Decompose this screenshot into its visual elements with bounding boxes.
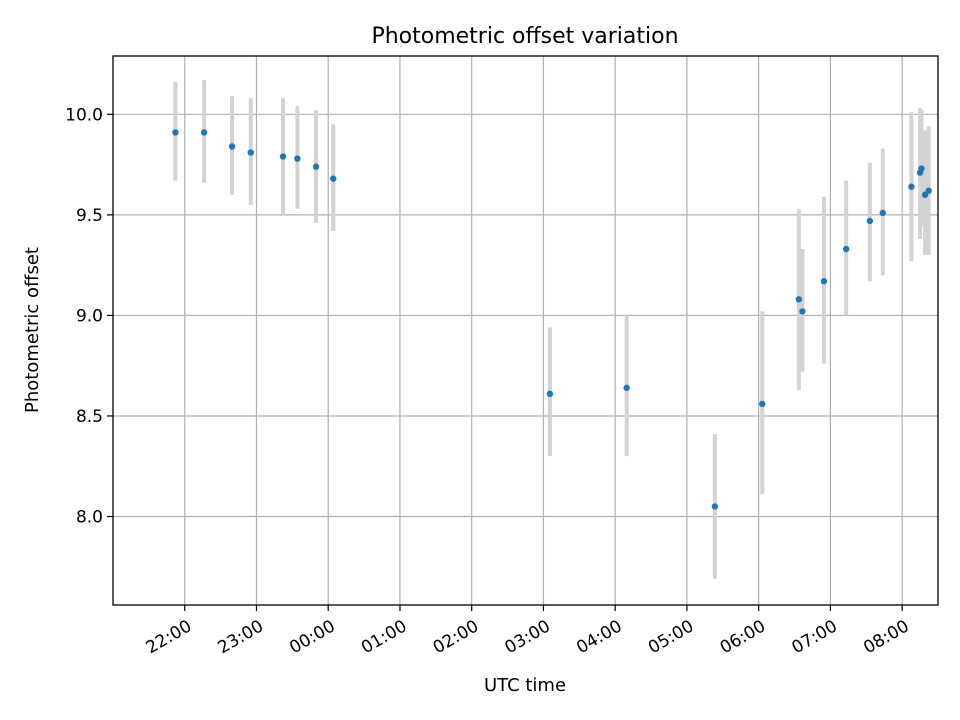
data-point bbox=[820, 278, 828, 285]
x-tick-label: 05:00 bbox=[645, 616, 697, 658]
x-tick-label: 01:00 bbox=[358, 616, 410, 658]
data-point bbox=[866, 217, 874, 225]
data-point bbox=[918, 165, 925, 172]
data-point bbox=[200, 129, 208, 136]
data-point bbox=[799, 308, 806, 315]
x-tick-label: 00:00 bbox=[286, 616, 338, 658]
data-point bbox=[546, 390, 554, 398]
data-point bbox=[623, 384, 630, 392]
data-point bbox=[711, 503, 719, 510]
data-point bbox=[925, 187, 932, 194]
data-points bbox=[172, 129, 932, 510]
data-point bbox=[312, 163, 320, 170]
y-tick-label: 9.0 bbox=[76, 306, 103, 326]
data-point bbox=[842, 245, 850, 253]
y-tick-label: 10.0 bbox=[65, 105, 103, 125]
data-point bbox=[294, 155, 301, 162]
grid bbox=[113, 56, 938, 605]
data-point bbox=[908, 183, 915, 190]
data-point bbox=[759, 400, 766, 408]
x-tick-label: 03:00 bbox=[501, 616, 553, 658]
data-point bbox=[172, 129, 179, 136]
x-axis-ticks: 22:00 23:00 00:00 01:00 02:00 03:00 04:00 05:00… bbox=[143, 605, 913, 658]
x-tick-label: 23:00 bbox=[215, 616, 267, 658]
x-tick-label: 07:00 bbox=[788, 616, 840, 658]
data-point bbox=[247, 149, 254, 156]
data-point bbox=[795, 296, 803, 303]
data-point bbox=[879, 209, 886, 217]
x-axis-label: UTC time bbox=[484, 675, 566, 696]
y-tick-label: 8.0 bbox=[76, 508, 103, 528]
y-axis-ticks: 8.0 8.5 9.0 9.5 10.0 bbox=[65, 105, 113, 528]
x-tick-label: 08:00 bbox=[860, 616, 912, 658]
error-bars bbox=[173, 80, 931, 579]
data-point bbox=[228, 143, 236, 150]
plot-frame bbox=[112, 55, 939, 606]
x-tick-label: 02:00 bbox=[430, 616, 482, 658]
x-tick-label: 04:00 bbox=[573, 616, 625, 658]
y-tick-label: 8.5 bbox=[76, 407, 103, 427]
y-axis-label: Photometric offset bbox=[22, 247, 43, 413]
y-tick-label: 9.5 bbox=[76, 206, 103, 226]
chart-title: Photometric offset variation bbox=[371, 24, 678, 49]
data-point bbox=[330, 175, 337, 182]
data-point bbox=[279, 153, 287, 160]
x-tick-label: 06:00 bbox=[717, 616, 769, 658]
x-tick-label: 22:00 bbox=[143, 616, 195, 658]
